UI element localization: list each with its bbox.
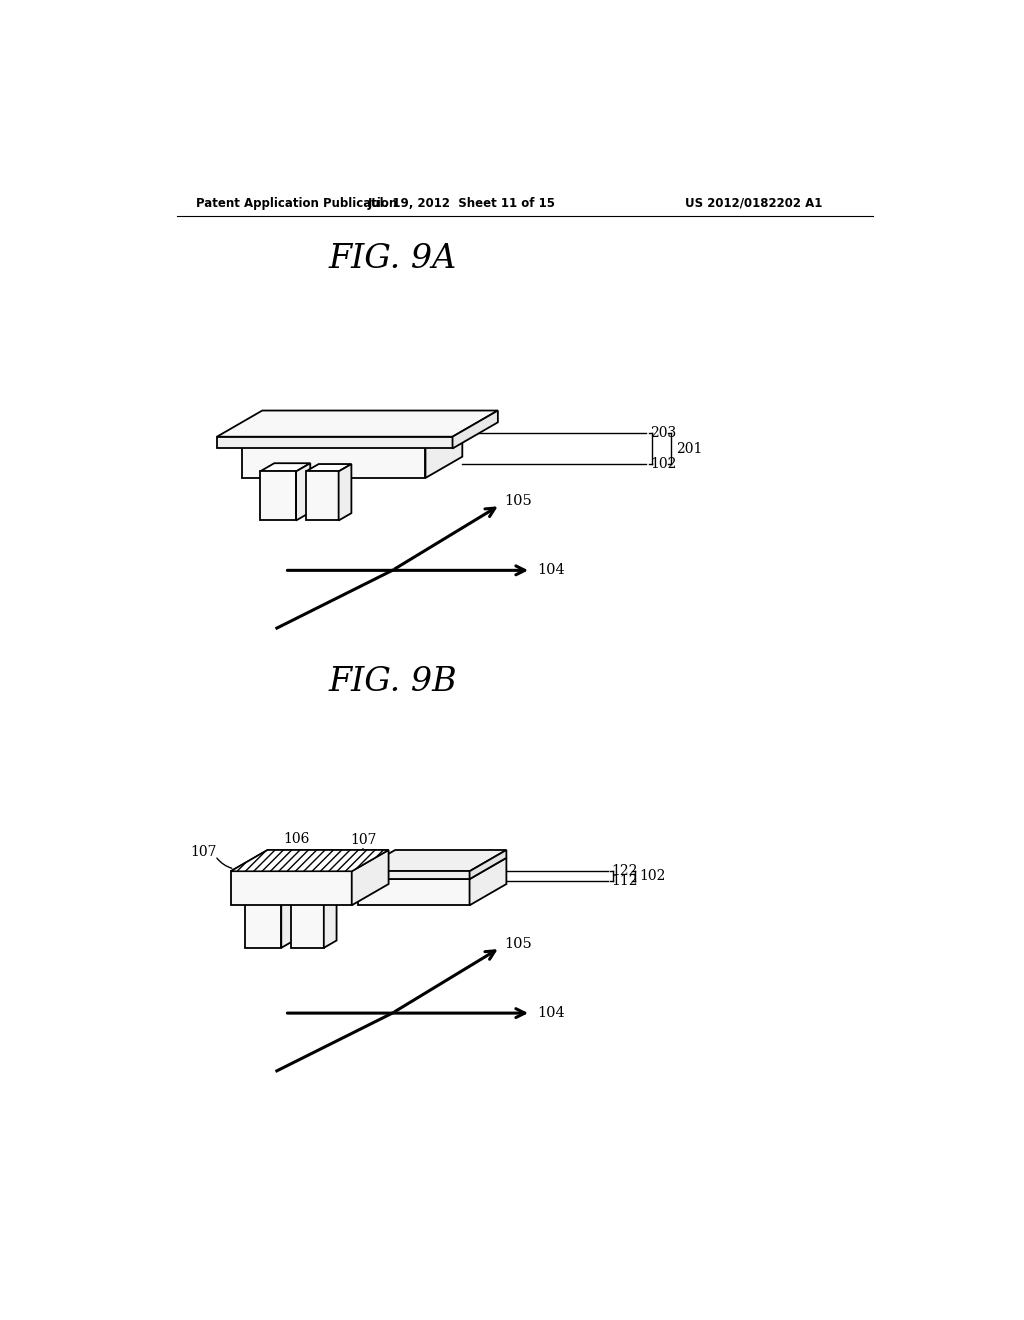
- Polygon shape: [230, 850, 388, 871]
- Text: 105: 105: [504, 494, 531, 508]
- Text: 107: 107: [190, 845, 217, 859]
- Text: FIG. 9A: FIG. 9A: [329, 243, 457, 275]
- Text: 203: 203: [650, 426, 677, 441]
- Polygon shape: [260, 471, 296, 520]
- Polygon shape: [243, 424, 462, 445]
- Polygon shape: [306, 471, 339, 520]
- Polygon shape: [358, 858, 507, 879]
- Text: 102: 102: [650, 458, 677, 471]
- Text: 122: 122: [611, 865, 638, 878]
- Text: 104: 104: [538, 564, 565, 577]
- Polygon shape: [339, 465, 351, 520]
- Polygon shape: [217, 437, 453, 449]
- Text: 105: 105: [504, 937, 531, 950]
- Polygon shape: [291, 899, 324, 948]
- Polygon shape: [358, 879, 470, 906]
- Polygon shape: [296, 463, 310, 520]
- Polygon shape: [230, 871, 351, 906]
- Text: 106: 106: [284, 832, 309, 846]
- Polygon shape: [246, 899, 282, 948]
- Text: FIG. 9B: FIG. 9B: [328, 667, 457, 698]
- Text: 107: 107: [350, 833, 377, 847]
- Polygon shape: [243, 445, 425, 478]
- Polygon shape: [324, 891, 337, 948]
- Polygon shape: [282, 891, 296, 948]
- Text: Patent Application Publication: Patent Application Publication: [196, 197, 397, 210]
- Text: Jul. 19, 2012  Sheet 11 of 15: Jul. 19, 2012 Sheet 11 of 15: [368, 197, 556, 210]
- Polygon shape: [453, 411, 498, 449]
- Polygon shape: [358, 850, 507, 871]
- Text: 112: 112: [611, 874, 638, 887]
- Polygon shape: [291, 891, 337, 899]
- Polygon shape: [230, 850, 388, 871]
- Polygon shape: [470, 850, 507, 879]
- Polygon shape: [246, 891, 296, 899]
- Text: US 2012/0182202 A1: US 2012/0182202 A1: [685, 197, 822, 210]
- Polygon shape: [217, 411, 498, 437]
- Polygon shape: [306, 465, 351, 471]
- Text: 102: 102: [640, 869, 666, 883]
- Text: 104: 104: [538, 1006, 565, 1020]
- Polygon shape: [260, 463, 310, 471]
- Polygon shape: [470, 858, 507, 906]
- Polygon shape: [358, 871, 470, 879]
- Text: 201: 201: [676, 442, 702, 455]
- Polygon shape: [425, 424, 462, 478]
- Polygon shape: [351, 850, 388, 906]
